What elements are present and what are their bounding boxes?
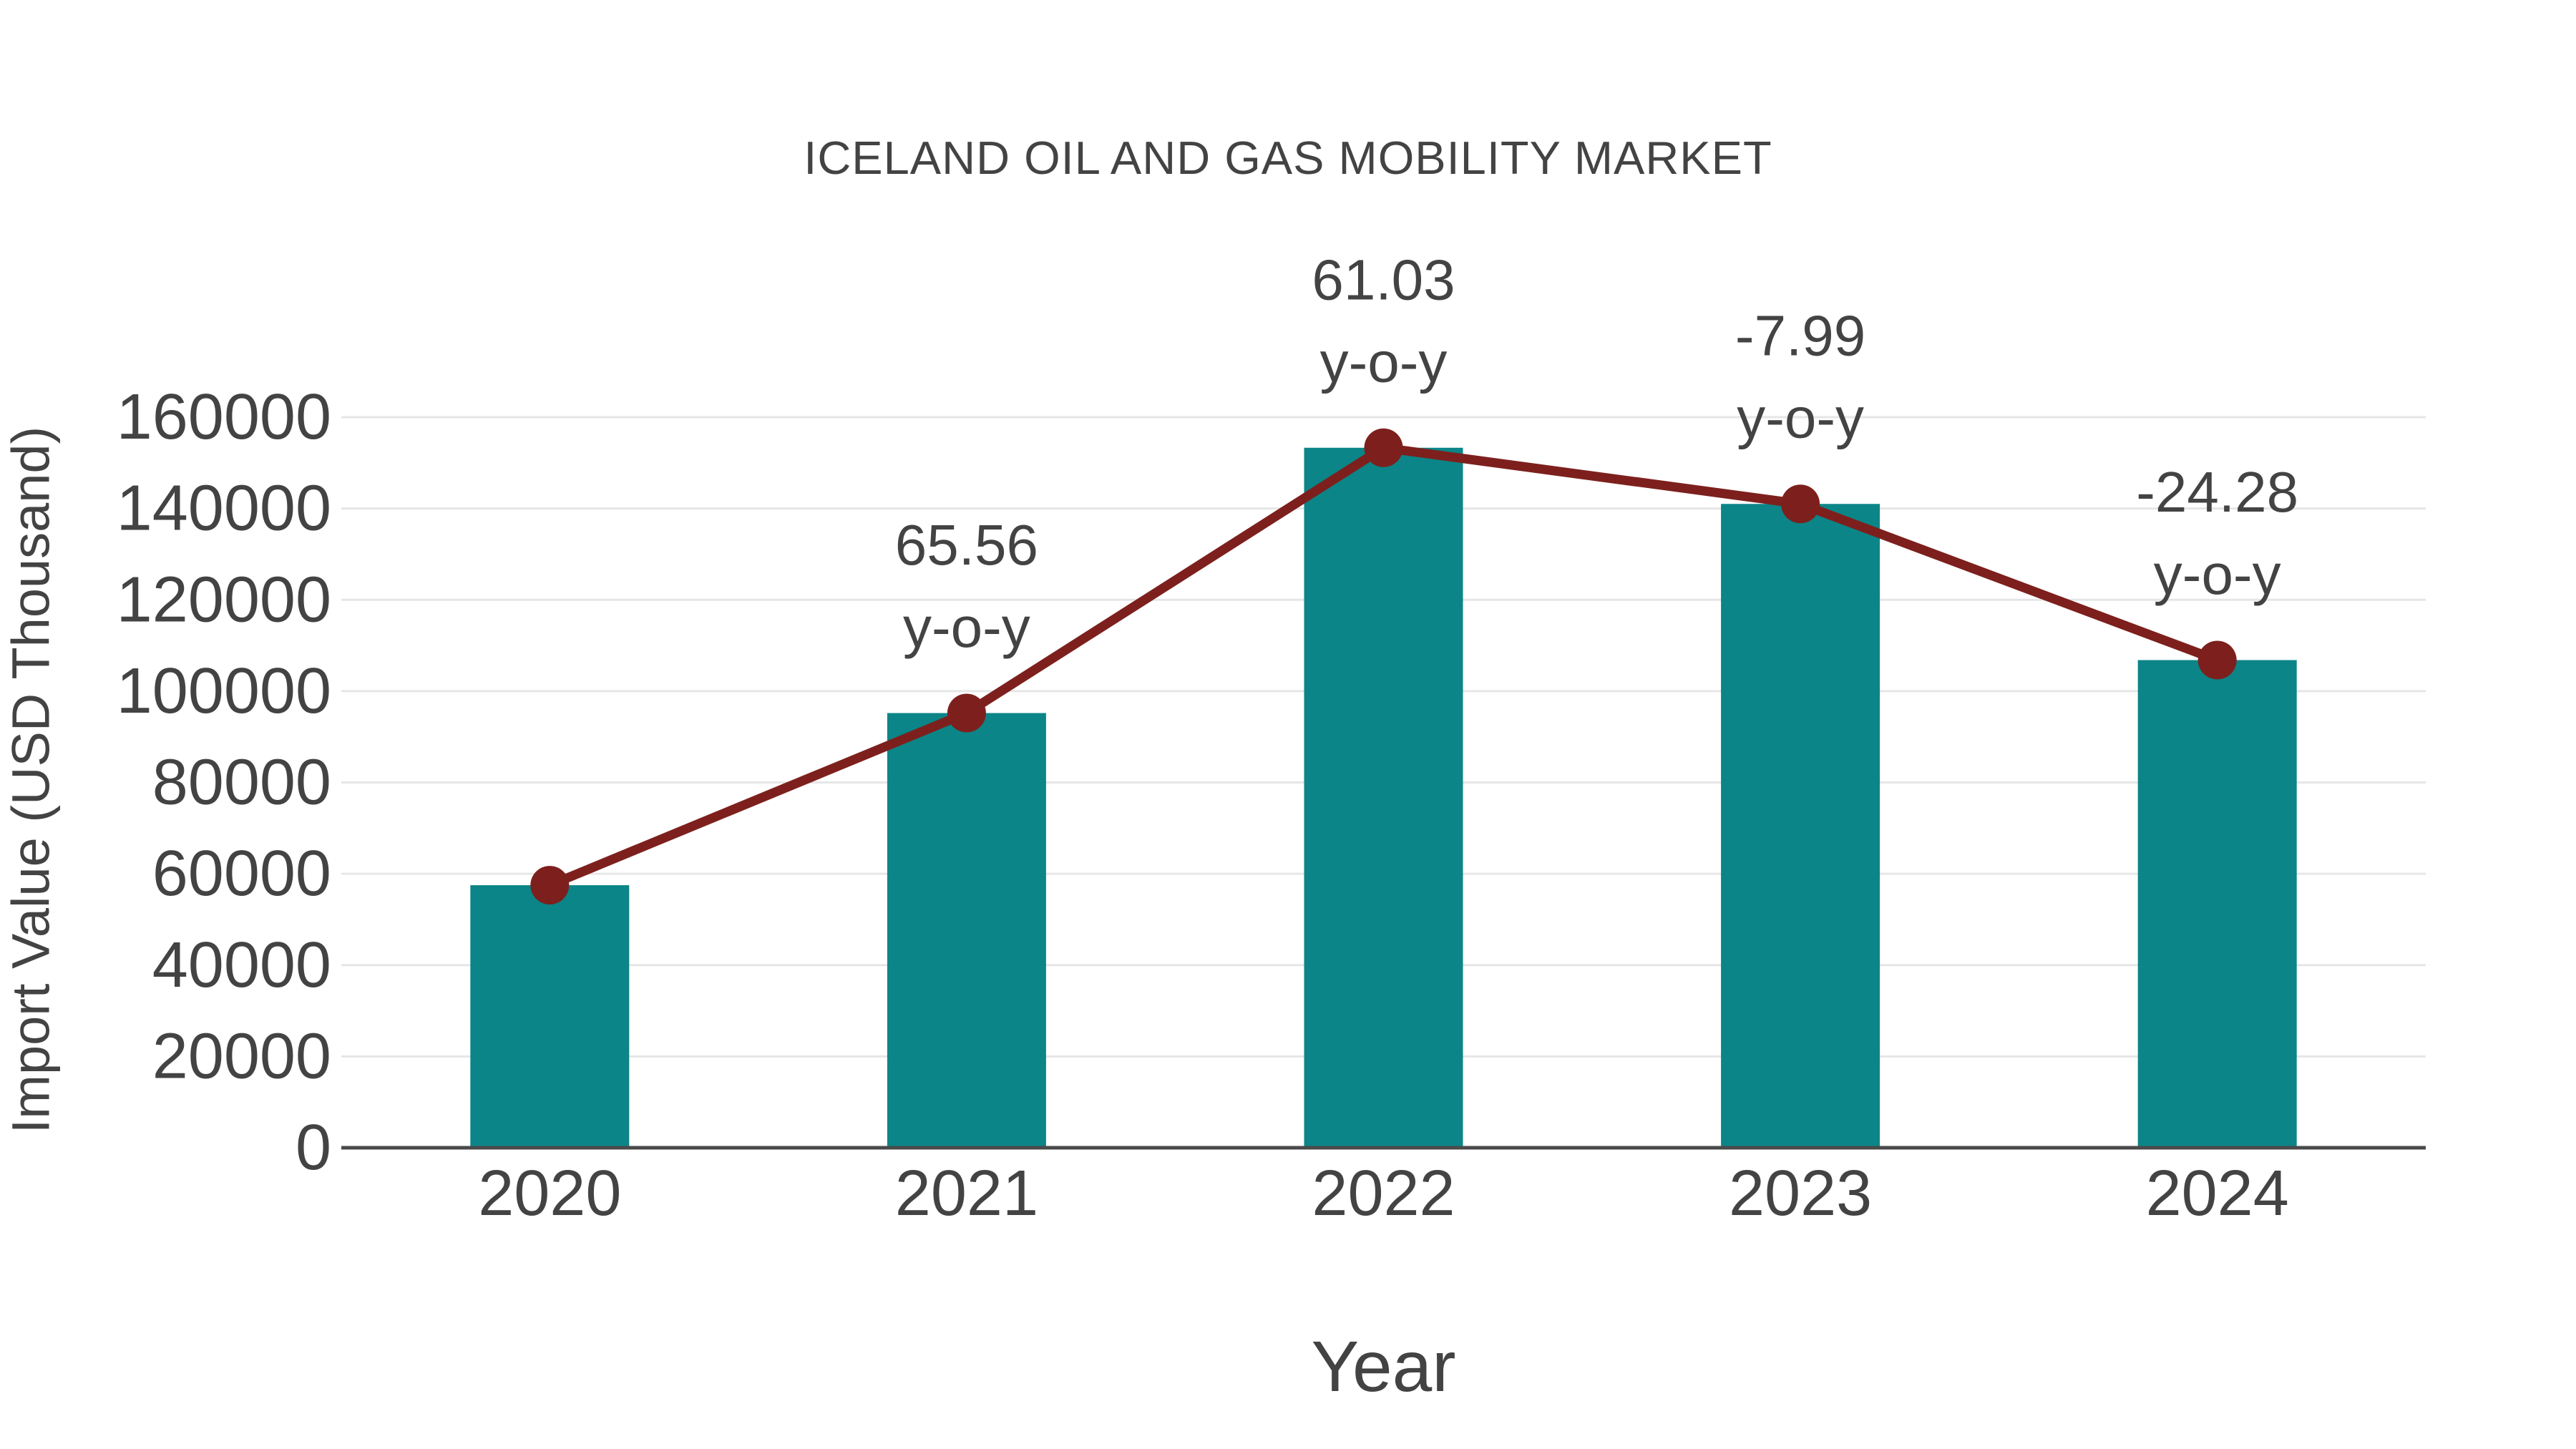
bar-2021 [887,713,1046,1148]
x-tick-label-2022: 2022 [1312,1158,1455,1229]
marker-2022 [1364,428,1403,467]
y-tick-label: 160000 [117,381,331,453]
bar-2022 [1304,447,1463,1148]
y-tick-label: 20000 [152,1020,331,1092]
y-tick-label: 80000 [152,747,331,819]
marker-2024 [2197,640,2237,680]
bar-2024 [2137,660,2297,1148]
y-tick-label: 60000 [152,838,331,909]
x-tick-label-2024: 2024 [2146,1158,2289,1229]
marker-2021 [947,693,986,733]
y-tick-label: 100000 [117,655,331,727]
annotation-2021-value: 65.56 [895,513,1038,577]
x-tick-label-2023: 2023 [1729,1158,1872,1229]
y-tick-label: 120000 [117,564,331,635]
marker-2023 [1781,484,1820,524]
chart-title: ICELAND OIL AND GAS MOBILITY MARKET [804,132,1772,184]
bar-2020 [470,885,630,1148]
x-axis-title: Year [1311,1327,1456,1407]
marker-2020 [530,866,570,905]
x-tick-label-2020: 2020 [478,1158,621,1229]
y-tick-label: 0 [296,1112,331,1184]
y-tick-label: 140000 [117,473,331,545]
annotation-2023-value: -7.99 [1735,304,1865,368]
annotation-2022-value: 61.03 [1312,248,1455,311]
annotation-2022-label: y-o-y [1320,330,1448,394]
x-tick-label-2021: 2021 [895,1158,1038,1229]
bar-2023 [1721,504,1880,1148]
annotation-2023-label: y-o-y [1737,386,1864,450]
annotation-2021-label: y-o-y [903,595,1030,659]
annotation-2024-label: y-o-y [2154,542,2281,606]
annotation-2024-value: -24.28 [2136,460,2298,524]
y-tick-label: 40000 [152,930,331,1001]
